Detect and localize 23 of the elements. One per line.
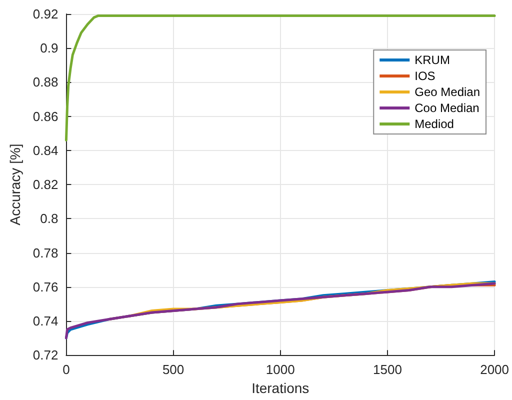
- x-tick-label: 500: [162, 362, 184, 378]
- x-axis-title: Iterations: [252, 380, 310, 396]
- x-tick-label: 0: [62, 362, 70, 378]
- legend-label: Geo Median: [414, 85, 480, 99]
- y-tick-label: 0.84: [32, 142, 58, 158]
- x-tick-label: 2000: [480, 362, 509, 378]
- legend-label: Mediod: [414, 117, 454, 131]
- y-tick-label: 0.86: [32, 108, 58, 124]
- x-tick-label: 1000: [266, 362, 295, 378]
- y-tick-label: 0.74: [32, 313, 58, 328]
- y-tick-label: 0.76: [32, 279, 58, 294]
- y-tick-label: 0.92: [32, 6, 58, 22]
- x-tick-label: 1500: [372, 362, 402, 378]
- y-tick-label: 0.9: [40, 40, 58, 56]
- y-tick-label: 0.8: [40, 211, 58, 226]
- y-tick-label: 0.72: [32, 348, 58, 363]
- legend-label: Coo Median: [414, 101, 480, 115]
- y-tick-label: 0.82: [32, 177, 58, 192]
- legend-label: IOS: [414, 69, 436, 83]
- legend-label: KRUM: [414, 53, 450, 67]
- y-axis-title: Accuracy [%]: [7, 144, 23, 226]
- y-tick-label: 0.88: [32, 74, 58, 90]
- y-tick-label: 0.78: [32, 245, 58, 260]
